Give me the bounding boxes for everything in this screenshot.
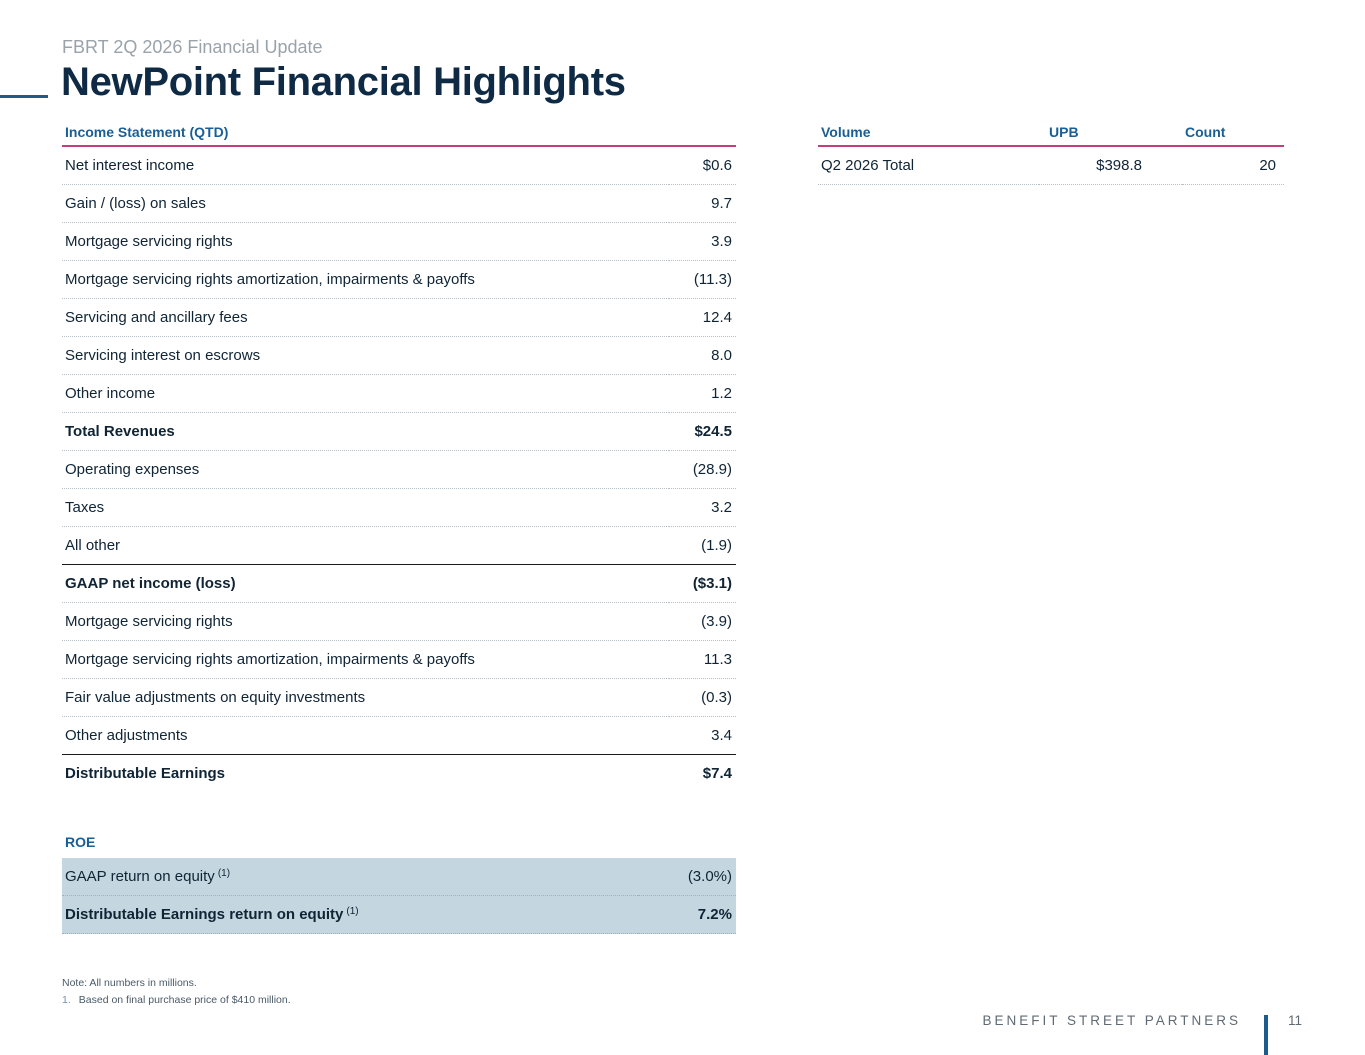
row-label: Other income [62, 374, 669, 413]
row-value: 8.0 [668, 336, 736, 375]
table-row: Gain / (loss) on sales 9.7 [62, 184, 736, 223]
row-value: 12.4 [668, 298, 736, 337]
row-label: Distributable Earnings [65, 765, 226, 782]
roe-row-value: (3.0%) [637, 858, 736, 896]
row-value: 3.4 [668, 716, 736, 755]
row-value: ($3.1) [668, 564, 736, 603]
row-value: (1.9) [668, 526, 736, 565]
table-row: Other income 1.2 [62, 374, 736, 413]
volume-table: Volume UPB Count Q2 2026 Total $398.8 20 [818, 118, 1284, 185]
table-row: Mortgage servicing rights 3.9 [62, 222, 736, 261]
roe-label-text: GAAP return on equity [65, 868, 215, 885]
row-label: Mortgage servicing rights amortization, … [62, 640, 669, 679]
table-row: Operating expenses (28.9) [62, 450, 736, 489]
row-label: Servicing interest on escrows [62, 336, 669, 375]
row-value: (11.3) [668, 260, 736, 299]
roe-row-label: Distributable Earnings return on equity(… [62, 895, 638, 934]
table-row: Mortgage servicing rights amortization, … [62, 260, 736, 299]
table-row: Distributable Earnings return on equity(… [62, 895, 736, 934]
upb-column-header: UPB [1049, 123, 1079, 140]
table-row: Mortgage servicing rights (3.9) [62, 602, 736, 641]
footnote-text: Based on final purchase price of $410 mi… [78, 994, 291, 1006]
footnote-number: 1. [62, 994, 71, 1006]
row-value: 1.2 [668, 374, 736, 413]
row-value: 11.3 [668, 640, 736, 679]
income-statement-heading: Income Statement (QTD) [65, 123, 229, 140]
row-value: $24.5 [668, 412, 736, 451]
gaap-net-income-row: GAAP net income (loss) ($3.1) [62, 564, 736, 603]
title-accent-line [0, 95, 48, 98]
row-value: 3.2 [668, 488, 736, 527]
row-label: Total Revenues [62, 412, 669, 451]
footer-brand: BENEFIT STREET PARTNERS [982, 1013, 1241, 1028]
row-label: Other adjustments [62, 716, 669, 755]
roe-row-label: GAAP return on equity (1) [62, 858, 638, 896]
table-row: Taxes 3.2 [62, 488, 736, 527]
page-number: 11 [1288, 1013, 1303, 1028]
notes: Note: All numbers in millions. 1. Based o… [62, 975, 291, 1009]
row-value: (28.9) [668, 450, 736, 489]
row-label: All other [62, 526, 669, 565]
row-value: 3.9 [668, 222, 736, 261]
footer-accent-bar [1264, 1015, 1268, 1055]
table-row: Net interest income $0.6 [62, 146, 736, 185]
footnote: 1. Based on final purchase price of $410 … [62, 992, 291, 1009]
volume-row-upb: $398.8 [1039, 146, 1182, 185]
roe-label-text: Distributable Earnings return on equity [65, 906, 344, 923]
row-label: Mortgage servicing rights amortization, … [62, 260, 669, 299]
volume-header-row: Volume UPB Count [818, 118, 1284, 146]
row-label: Operating expenses [62, 450, 669, 489]
row-value: 9.7 [668, 184, 736, 223]
row-label: GAAP net income (loss) [62, 564, 669, 603]
roe-header-row: ROE [62, 826, 736, 858]
row-value: (3.9) [668, 602, 736, 641]
table-row: Q2 2026 Total $398.8 20 [818, 146, 1284, 185]
row-label: Mortgage servicing rights [62, 222, 669, 261]
row-label: Servicing and ancillary fees [62, 298, 669, 337]
income-statement-table: Income Statement (QTD) Net interest inco… [62, 118, 736, 792]
distributable-earnings-row: Distributable Earnings $7.4 [62, 755, 736, 793]
roe-table: ROE GAAP return on equity (1) (3.0%) Dist… [62, 826, 736, 934]
row-label: Net interest income [62, 146, 669, 185]
volume-column-header: Volume [821, 123, 871, 140]
table-row: All other (1.9) [62, 526, 736, 565]
page-subtitle: FBRT 2Q 2026 Financial Update [62, 37, 323, 57]
footnote-marker: (1) [217, 868, 231, 879]
page-title: NewPoint Financial Highlights [61, 60, 626, 104]
table-row: Servicing interest on escrows 8.0 [62, 336, 736, 375]
roe-row-value: 7.2% [637, 895, 736, 934]
table-row: GAAP return on equity (1) (3.0%) [62, 858, 736, 896]
table-row: Servicing and ancillary fees 12.4 [62, 298, 736, 337]
row-label: Taxes [62, 488, 669, 527]
note-text: Note: All numbers in millions. [62, 977, 197, 989]
row-label: Fair value adjustments on equity investm… [62, 678, 669, 717]
row-label: Gain / (loss) on sales [62, 184, 669, 223]
table-row: Other adjustments 3.4 [62, 716, 736, 755]
row-value: $0.6 [668, 146, 736, 185]
count-column-header: Count [1185, 123, 1226, 140]
row-value: (0.3) [668, 678, 736, 717]
table-row: Mortgage servicing rights amortization, … [62, 640, 736, 679]
volume-row-label: Q2 2026 Total [818, 146, 1039, 185]
total-revenues-row: Total Revenues $24.5 [62, 412, 736, 451]
footnote-marker: (1) [346, 906, 359, 917]
table-row: Fair value adjustments on equity investm… [62, 678, 736, 717]
income-header-row: Income Statement (QTD) [62, 118, 736, 146]
volume-row-count: 20 [1182, 146, 1284, 185]
row-label: Mortgage servicing rights [62, 602, 669, 641]
roe-heading: ROE [65, 834, 96, 850]
row-value: $7.4 [702, 765, 732, 782]
